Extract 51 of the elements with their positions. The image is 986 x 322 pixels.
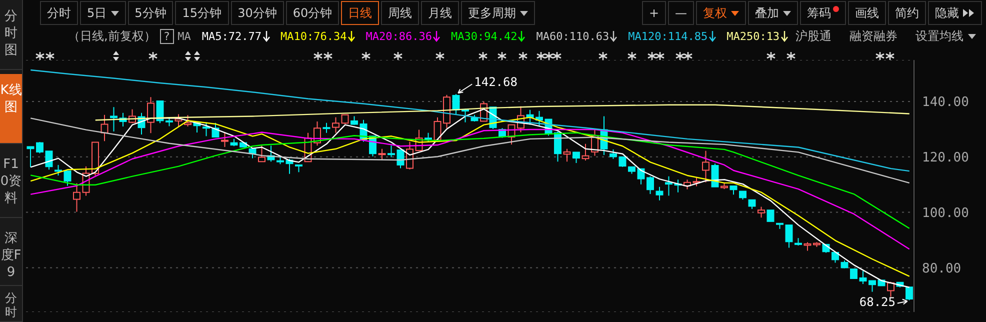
line-series (30, 69, 910, 172)
y-tick-label: 80.00 (922, 261, 962, 276)
text: 日线 (348, 4, 372, 22)
annotation: 68.25 (859, 295, 896, 310)
line-series (94, 104, 910, 121)
text: 复权 (703, 4, 727, 22)
y-tick-label: 140.00 (922, 95, 969, 110)
line-series (30, 128, 910, 250)
legend-label: MA20:86.36 (366, 30, 433, 42)
candlestick (350, 116, 358, 125)
legend-label: MA60:110.63 (536, 30, 610, 42)
text: 沪股通 (796, 28, 832, 44)
text: K线图 (0, 74, 22, 144)
text: 分时 (0, 288, 22, 322)
legend-label: MA5:72.77 (202, 30, 263, 42)
text: 叠加 (755, 4, 779, 22)
legend-label: MA120:114.85 (628, 30, 709, 42)
y-tick-label: 120.00 (922, 150, 969, 166)
text: 简约 (895, 4, 919, 22)
text: 隐藏 (935, 4, 959, 22)
text: 更多周期 (468, 4, 516, 22)
legend-label: MA250:13 (726, 30, 781, 42)
text: 5日 (87, 4, 107, 22)
text: 周线 (388, 4, 412, 22)
annotation: 142.68 (474, 75, 518, 90)
y-tick-label: 100.00 (922, 206, 969, 221)
text: 深度F9 (0, 222, 22, 286)
text: 30分钟 (238, 4, 277, 22)
candlestick (147, 96, 154, 134)
line-series (30, 118, 910, 184)
text: 筹码 (807, 4, 831, 22)
chart-subtitle: （日线,前复权） (68, 28, 156, 44)
candlestick (702, 150, 710, 183)
legend-label: MA10:76.34 (280, 30, 348, 42)
text: ? (160, 28, 174, 44)
text: 融资融券 (850, 28, 898, 44)
text: 分时 (47, 4, 71, 22)
candlestick (110, 106, 118, 132)
text: 月线 (428, 4, 452, 22)
text: MA (178, 30, 191, 42)
text: 分时图 (0, 0, 22, 70)
legend-label: MA30:94.42 (451, 30, 518, 42)
text: 设置均线 (916, 28, 965, 44)
candlestick (73, 182, 80, 212)
text: 15分钟 (182, 4, 222, 22)
text: 画线 (855, 4, 879, 22)
text: F10资料 (0, 148, 22, 218)
text: + (648, 6, 659, 20)
text: — (675, 6, 687, 20)
text: 60分钟 (292, 4, 332, 22)
text: 5分钟 (134, 4, 166, 22)
